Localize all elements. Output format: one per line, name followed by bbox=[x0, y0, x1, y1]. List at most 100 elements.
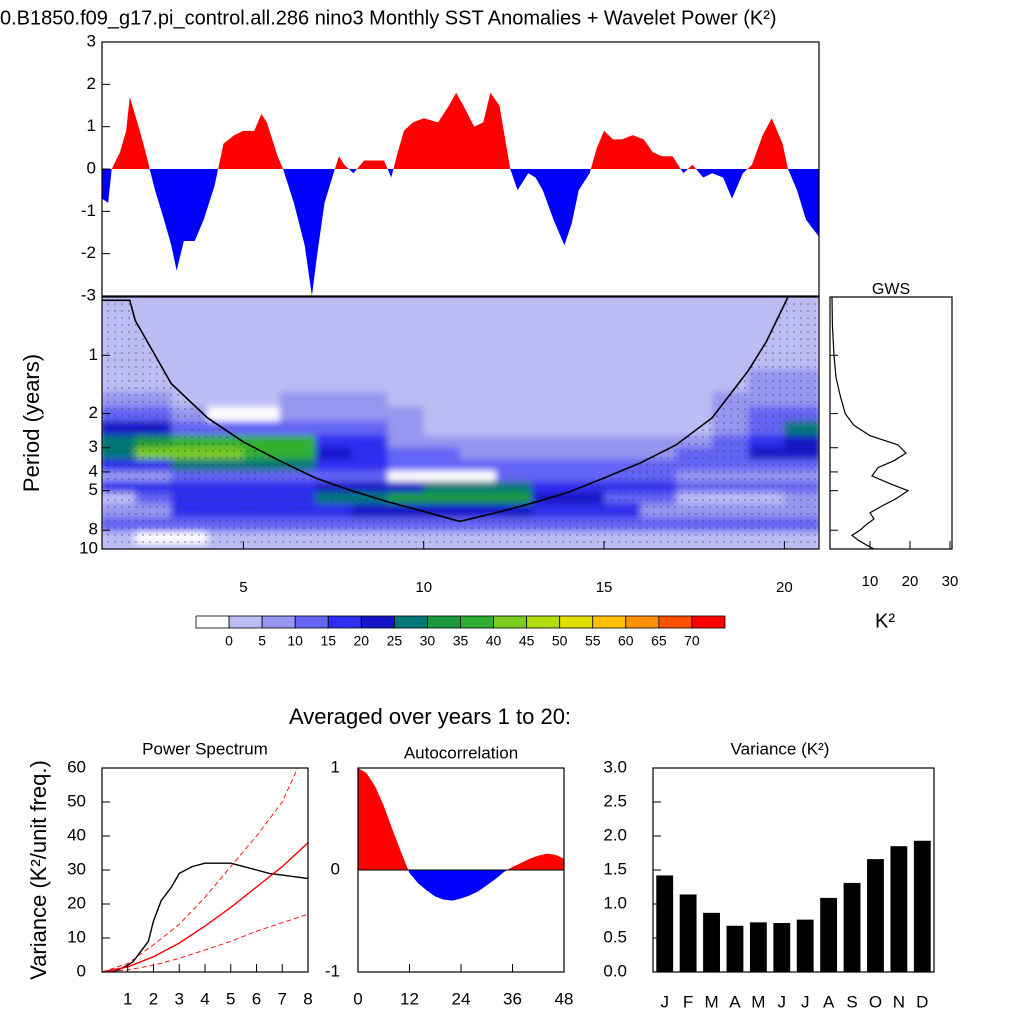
y-tick-label: 30 bbox=[67, 859, 86, 878]
power-cell bbox=[495, 297, 533, 312]
power-cell bbox=[459, 459, 497, 472]
y-tick-label: 5 bbox=[89, 480, 98, 499]
y-tick-label: 0 bbox=[87, 158, 96, 177]
power-cell bbox=[315, 311, 353, 341]
x-tick-label: 0 bbox=[353, 989, 362, 1008]
power-cell bbox=[459, 311, 497, 341]
x-tick-label: 30 bbox=[942, 573, 959, 590]
power-cell bbox=[604, 340, 641, 371]
power-cell bbox=[387, 447, 425, 460]
power-cell bbox=[315, 406, 353, 422]
spectrum-line bbox=[102, 862, 308, 972]
power-cell bbox=[495, 369, 533, 393]
power-cell bbox=[604, 391, 641, 408]
spectrum-line bbox=[102, 913, 308, 972]
y-tick-label: 0 bbox=[331, 859, 340, 878]
power-cell bbox=[279, 406, 317, 422]
power-cell bbox=[531, 459, 569, 472]
plot-frame bbox=[829, 296, 953, 550]
colorbar-label: 50 bbox=[552, 633, 568, 649]
power-cell bbox=[495, 459, 533, 472]
x-tick-label: 48 bbox=[555, 989, 574, 1008]
power-cell bbox=[459, 470, 497, 483]
plot-frame bbox=[357, 767, 565, 973]
power-cell bbox=[640, 391, 677, 408]
power-cell bbox=[135, 297, 172, 312]
power-cell bbox=[459, 406, 497, 422]
colorbar-label: 45 bbox=[519, 633, 535, 649]
x-tick-label: J bbox=[660, 992, 669, 1011]
x-tick-label: M bbox=[751, 992, 765, 1011]
x-tick-label: J bbox=[778, 992, 787, 1011]
power-cell bbox=[351, 391, 389, 408]
negative-area bbox=[102, 169, 819, 296]
spectrum-lines bbox=[102, 768, 308, 972]
y-tick-label: 1 bbox=[87, 116, 96, 135]
power-cell bbox=[459, 492, 497, 505]
power-cell bbox=[207, 391, 244, 408]
power-cell bbox=[531, 340, 569, 371]
colorbar-box bbox=[195, 615, 230, 629]
y-tick-label: -1 bbox=[81, 201, 96, 220]
y-tick-label: 10 bbox=[79, 538, 98, 557]
power-cell bbox=[604, 406, 641, 422]
power-cell bbox=[351, 297, 389, 312]
power-cell bbox=[315, 297, 353, 312]
power-cell bbox=[243, 391, 281, 408]
x-tick-label: A bbox=[823, 992, 835, 1011]
power-cell bbox=[171, 369, 208, 393]
power-cell bbox=[567, 421, 605, 437]
power-cell bbox=[676, 391, 713, 408]
x-tick-label: D bbox=[916, 992, 928, 1011]
chart-title: Power Spectrum bbox=[142, 739, 268, 758]
power-cell bbox=[387, 481, 425, 493]
chart-title: GWS bbox=[872, 281, 910, 298]
bar bbox=[726, 925, 744, 972]
colorbar-label: 20 bbox=[354, 633, 370, 649]
power-cell bbox=[423, 470, 461, 483]
bar bbox=[913, 840, 931, 972]
power-cell bbox=[279, 340, 317, 371]
y-tick-label: 3 bbox=[89, 437, 98, 456]
colorbar-box bbox=[393, 615, 428, 629]
power-cell bbox=[387, 369, 425, 393]
power-cell bbox=[676, 369, 713, 393]
power-cell bbox=[171, 311, 208, 341]
colorbar-label: 55 bbox=[585, 633, 601, 649]
power-cell bbox=[640, 421, 677, 437]
power-cell bbox=[351, 369, 389, 393]
power-cell bbox=[640, 340, 677, 371]
x-tick-label: 10 bbox=[862, 573, 879, 590]
power-cell bbox=[495, 492, 533, 505]
y-tick-label: 60 bbox=[67, 757, 86, 776]
colorbar-box bbox=[526, 615, 561, 629]
x-axis-label: K² bbox=[875, 610, 895, 632]
power-cell bbox=[495, 435, 533, 449]
colorbar-box bbox=[691, 615, 726, 629]
colorbar-box bbox=[625, 615, 660, 629]
power-cell bbox=[315, 470, 353, 483]
cone-of-influence bbox=[102, 296, 789, 523]
power-cell bbox=[387, 421, 425, 437]
power-cell bbox=[567, 435, 605, 449]
power-cell bbox=[243, 311, 281, 341]
power-cell bbox=[351, 421, 389, 437]
power-cell bbox=[495, 421, 533, 437]
colorbar-box bbox=[427, 615, 461, 629]
power-cell bbox=[171, 297, 208, 312]
y-tick-label: 0 bbox=[77, 961, 86, 980]
y-tick-label: 2 bbox=[89, 403, 98, 422]
bar bbox=[843, 882, 861, 972]
colorbar-label: 40 bbox=[486, 633, 502, 649]
bar bbox=[656, 875, 674, 972]
power-cell bbox=[243, 421, 281, 437]
y-tick-label: 1.5 bbox=[603, 859, 627, 878]
power-cell bbox=[495, 391, 533, 408]
power-cell bbox=[387, 470, 425, 483]
power-cell bbox=[423, 459, 461, 472]
power-cell bbox=[676, 340, 713, 371]
power-cell bbox=[351, 435, 389, 449]
power-cell bbox=[315, 391, 353, 408]
power-cell bbox=[207, 297, 244, 312]
power-cell bbox=[351, 447, 389, 460]
